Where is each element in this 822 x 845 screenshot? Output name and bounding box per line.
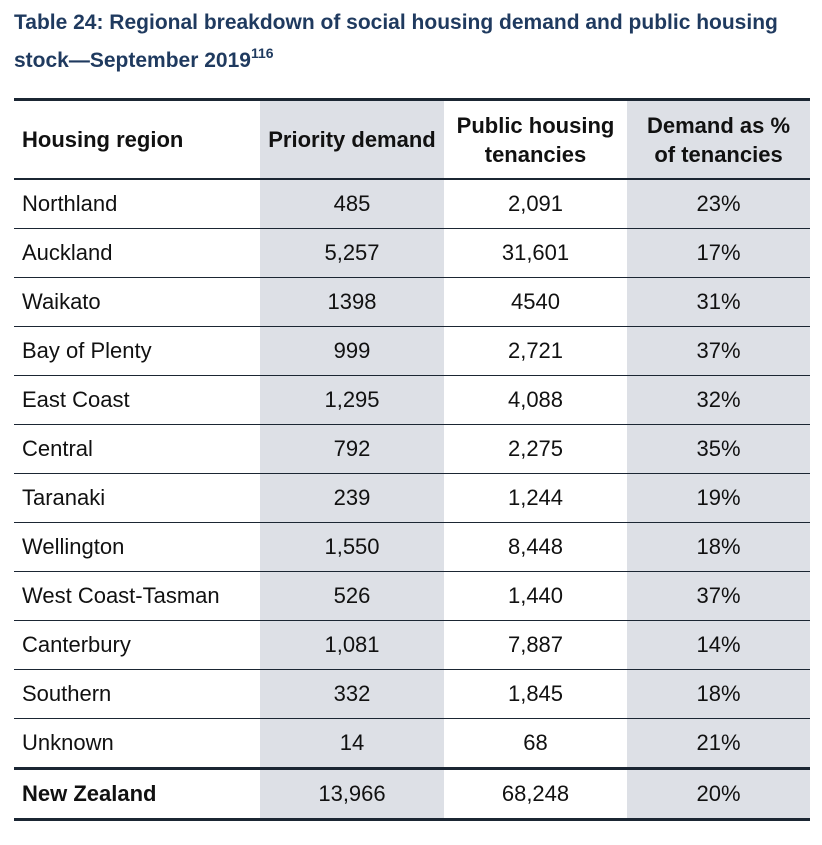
table-cell: 2,275 <box>444 424 627 474</box>
table-cell: 14% <box>627 620 810 670</box>
table-cell: 18% <box>627 669 810 719</box>
table-cell: 5,257 <box>260 228 444 278</box>
table-row: Auckland 5,257 31,601 17% <box>14 228 810 278</box>
table-cell: 2,091 <box>444 179 627 229</box>
table-cell: Canterbury <box>14 620 260 670</box>
table-cell: 999 <box>260 326 444 376</box>
table-cell: 792 <box>260 424 444 474</box>
table: Housing region Priority demand Public hous… <box>14 98 810 821</box>
table-title: Table 24: Regional breakdown of social h… <box>14 4 820 80</box>
table-cell: 2,721 <box>444 326 627 376</box>
table-cell: 1398 <box>260 277 444 327</box>
table-cell: Taranaki <box>14 473 260 523</box>
table-cell: 7,887 <box>444 620 627 670</box>
table-cell: 19% <box>627 473 810 523</box>
table-row: Taranaki 239 1,244 19% <box>14 473 810 523</box>
column-header: Demand as % of tenancies <box>627 99 810 180</box>
table-cell: 68 <box>444 718 627 769</box>
table-cell: Auckland <box>14 228 260 278</box>
table-cell: 23% <box>627 179 810 229</box>
table-row: West Coast-Tasman 526 1,440 37% <box>14 571 810 621</box>
table-cell: 1,081 <box>260 620 444 670</box>
table-cell: 14 <box>260 718 444 769</box>
table-cell: Northland <box>14 179 260 229</box>
table-cell: Central <box>14 424 260 474</box>
table-cell: 332 <box>260 669 444 719</box>
header-row: Housing region Priority demand Public hous… <box>14 99 810 180</box>
table-cell: 4540 <box>444 277 627 327</box>
table-cell: 37% <box>627 326 810 376</box>
table-cell: 35% <box>627 424 810 474</box>
table-cell: 31% <box>627 277 810 327</box>
table-row: Bay of Plenty 999 2,721 37% <box>14 326 810 376</box>
table-cell: 31,601 <box>444 228 627 278</box>
table-cell: 8,448 <box>444 522 627 572</box>
table-row: Unknown 14 68 21% <box>14 718 810 769</box>
table-cell: East Coast <box>14 375 260 425</box>
total-cell: New Zealand <box>14 767 260 821</box>
table-cell: Southern <box>14 669 260 719</box>
table-row: Southern 332 1,845 18% <box>14 669 810 719</box>
table-cell: 1,295 <box>260 375 444 425</box>
table-cell: 239 <box>260 473 444 523</box>
table-cell: 485 <box>260 179 444 229</box>
title-footnote: 116 <box>250 45 274 61</box>
title-text: Table 24: Regional breakdown of social h… <box>14 11 778 72</box>
table-row: East Coast 1,295 4,088 32% <box>14 375 810 425</box>
table-cell: 18% <box>627 522 810 572</box>
table-row: Waikato 1398 4540 31% <box>14 277 810 327</box>
table-cell: Wellington <box>14 522 260 572</box>
table-cell: 4,088 <box>444 375 627 425</box>
table-row: Wellington 1,550 8,448 18% <box>14 522 810 572</box>
total-row: New Zealand 13,966 68,248 20% <box>14 767 810 821</box>
table-cell: Waikato <box>14 277 260 327</box>
total-cell: 20% <box>627 767 810 821</box>
table-cell: 1,845 <box>444 669 627 719</box>
table-cell: 526 <box>260 571 444 621</box>
table-body: Northland 485 2,091 23% Auckland 5,257 31,601 1… <box>14 179 810 821</box>
table-cell: 21% <box>627 718 810 769</box>
table-cell: 32% <box>627 375 810 425</box>
column-header: Housing region <box>14 99 260 180</box>
column-header: Priority demand <box>260 99 444 180</box>
table-cell: 1,244 <box>444 473 627 523</box>
table-row: Northland 485 2,091 23% <box>14 179 810 229</box>
table-cell: 1,550 <box>260 522 444 572</box>
column-header: Public housing tenancies <box>444 99 627 180</box>
table-cell: Unknown <box>14 718 260 769</box>
table-header: Housing region Priority demand Public hous… <box>14 99 810 180</box>
total-cell: 68,248 <box>444 767 627 821</box>
table-row: Central 792 2,275 35% <box>14 424 810 474</box>
table-cell: 37% <box>627 571 810 621</box>
table-cell: West Coast-Tasman <box>14 571 260 621</box>
table-cell: 1,440 <box>444 571 627 621</box>
table-row: Canterbury 1,081 7,887 14% <box>14 620 810 670</box>
total-cell: 13,966 <box>260 767 444 821</box>
table-cell: 17% <box>627 228 810 278</box>
table-cell: Bay of Plenty <box>14 326 260 376</box>
